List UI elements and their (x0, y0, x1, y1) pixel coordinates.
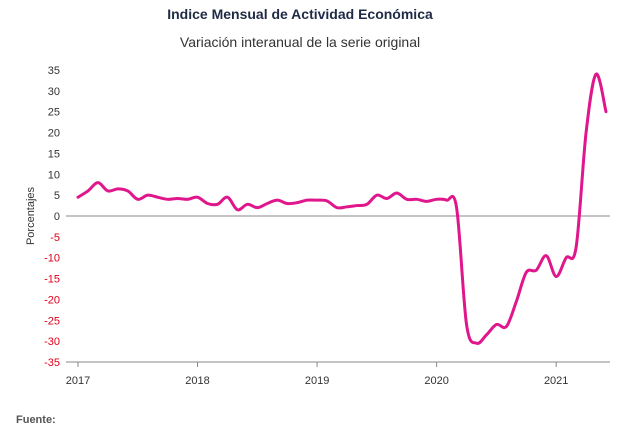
y-tick-label: -20 (44, 294, 60, 306)
y-tick-label: 0 (54, 211, 60, 223)
y-tick-label: -35 (44, 357, 60, 369)
x-tick-label: 2021 (544, 375, 568, 387)
source-footer: Fuente: (16, 414, 56, 426)
x-tick-label: 2017 (66, 375, 90, 387)
x-tick-label: 2020 (424, 375, 448, 387)
y-axis-ticks: 35 30 25 20 15 10 5 0 -5 -10 -15 -20 -25 -30 -35 (44, 65, 60, 369)
x-axis-ticks: 2017 2018 2019 2020 2021 (66, 362, 568, 387)
y-tick-label: 10 (48, 169, 60, 181)
y-axis-label: Porcentajes (25, 186, 37, 245)
y-tick-label: -5 (50, 232, 60, 244)
x-tick-label: 2019 (305, 375, 329, 387)
y-tick-label: 25 (48, 107, 60, 119)
y-tick-label: 30 (48, 86, 60, 98)
chart-title: Indice Mensual de Actividad Económica (167, 6, 433, 22)
y-tick-label: 35 (48, 65, 60, 77)
y-tick-label: 5 (54, 190, 60, 202)
series-line (76, 72, 608, 345)
y-tick-label: -30 (44, 336, 60, 348)
chart-subtitle: Variación interanual de la serie origina… (179, 34, 421, 50)
x-tick-label: 2018 (185, 375, 209, 387)
y-tick-label: -10 (44, 253, 60, 265)
y-tick-label: -25 (44, 315, 60, 327)
y-tick-label: -15 (44, 274, 60, 286)
y-tick-label: 15 (48, 148, 60, 160)
y-tick-label: 20 (48, 128, 60, 140)
